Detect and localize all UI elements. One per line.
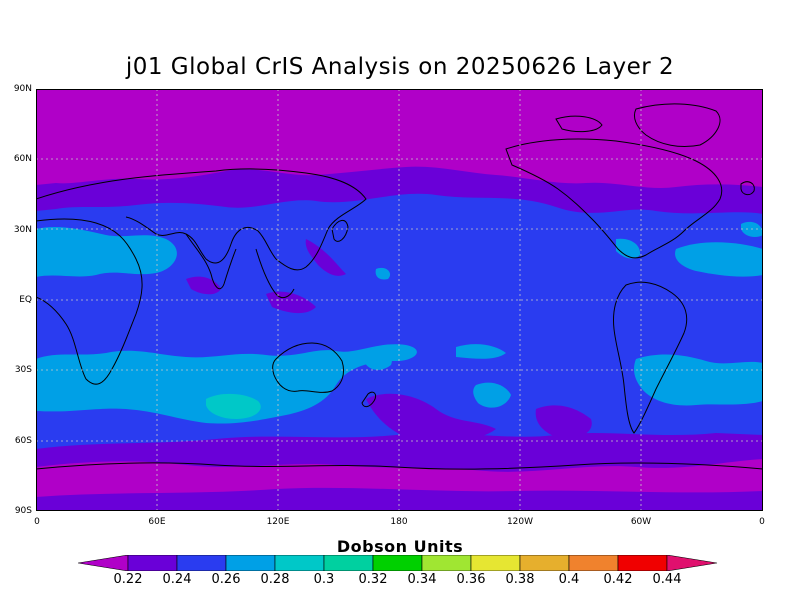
coast-new-zealand xyxy=(361,391,377,408)
colorbar-swatch xyxy=(176,555,227,571)
band-south-polar-inner xyxy=(36,487,763,511)
colorbar-swatch xyxy=(470,555,521,571)
coast-eurasia xyxy=(36,168,367,271)
x-tick-label: 120W xyxy=(506,517,534,527)
colorbar-swatch xyxy=(323,555,374,571)
patch-south-pacific-east-cyan xyxy=(473,382,511,408)
y-tick-label: 90S xyxy=(14,506,32,516)
band-southern-subtropic xyxy=(36,344,417,424)
colorbar xyxy=(78,555,718,571)
band-north-polar xyxy=(36,89,763,188)
patch-caribbean-cyan xyxy=(616,238,641,259)
patch-n-pacific-small xyxy=(375,267,391,280)
y-tick-label: 90N xyxy=(13,84,32,94)
colorbar-tick-label: 0.44 xyxy=(652,572,682,587)
colorbar-tick-label: 0.22 xyxy=(113,572,143,587)
colorbar-tick-label: 0.28 xyxy=(260,572,290,587)
patch-south-pacific xyxy=(366,393,496,444)
colorbar-swatch xyxy=(421,555,472,571)
colorbar-tick-label: 0.42 xyxy=(603,572,633,587)
colorbar-swatch xyxy=(225,555,276,571)
x-tick-label: 180 xyxy=(390,517,408,527)
colorbar-title: Dobson Units xyxy=(336,537,464,556)
colorbar-tick-label: 0.34 xyxy=(407,572,437,587)
colorbar-swatch xyxy=(372,555,423,571)
patch-n-atlantic-west xyxy=(741,221,763,237)
coast-greenland xyxy=(633,103,721,148)
colorbar-under-arrow xyxy=(78,555,129,571)
patch-indonesia-purple xyxy=(266,291,316,314)
colorbar-tick-label: 0.32 xyxy=(358,572,388,587)
coast-india xyxy=(185,233,237,290)
colorbar-swatch xyxy=(127,555,178,571)
colorbar-tick-label: 0.24 xyxy=(162,572,192,587)
patch-n-atlantic-cyan xyxy=(36,226,177,277)
patch-max-indian-ocean xyxy=(206,393,261,419)
x-tick-label: 0 xyxy=(34,517,40,527)
map-panel xyxy=(36,89,763,511)
patch-south-atlantic-purple xyxy=(535,405,592,439)
coast-arctic-islands xyxy=(555,115,603,133)
coast-uk xyxy=(740,181,755,196)
x-tick-label: 0 xyxy=(759,517,765,527)
colorbar-swatch xyxy=(274,555,325,571)
coast-antarctica xyxy=(36,462,763,470)
colorbar-tick-label: 0.3 xyxy=(313,572,335,587)
graticule xyxy=(36,89,763,511)
colorbar-tick-label: 0.4 xyxy=(558,572,580,587)
y-tick-label: 60S xyxy=(14,436,32,446)
coast-japan xyxy=(331,220,349,242)
colorbar-tick-label: 0.26 xyxy=(211,572,241,587)
chart-title: j01 Global CrIS Analysis on 20250626 Lay… xyxy=(125,54,675,80)
colorbar-over-arrow xyxy=(666,555,718,571)
patch-tropical-purple xyxy=(186,276,221,295)
coast-south-america xyxy=(613,281,688,434)
x-tick-label: 60W xyxy=(630,517,652,527)
patch-pacific-tongue xyxy=(305,239,346,276)
colorbar-swatch xyxy=(519,555,570,571)
coast-africa xyxy=(36,218,143,385)
coast-australia xyxy=(272,342,345,393)
map-frame xyxy=(36,89,763,511)
colorbar-swatch xyxy=(617,555,668,571)
y-tick-label: 60N xyxy=(13,154,32,164)
patch-n-pacific-cyan xyxy=(675,242,763,277)
map-svg xyxy=(36,89,763,511)
x-tick-label: 60E xyxy=(148,517,166,527)
x-tick-label: 120E xyxy=(266,517,290,527)
patch-southern-pacific-cyan xyxy=(456,344,506,359)
colorbar-swatch xyxy=(568,555,619,571)
colorbar-tick-label: 0.36 xyxy=(456,572,486,587)
patch-s-atlantic-cyan xyxy=(634,354,763,406)
coastlines xyxy=(36,103,763,470)
y-tick-label: EQ xyxy=(19,295,32,305)
y-tick-label: 30N xyxy=(13,225,32,235)
coast-north-america xyxy=(505,138,723,259)
colorbar-tick-label: 0.38 xyxy=(505,572,535,587)
patch-west-pacific-cyan xyxy=(364,347,392,370)
coast-se-asia xyxy=(255,248,295,299)
y-tick-label: 30S xyxy=(14,365,32,375)
